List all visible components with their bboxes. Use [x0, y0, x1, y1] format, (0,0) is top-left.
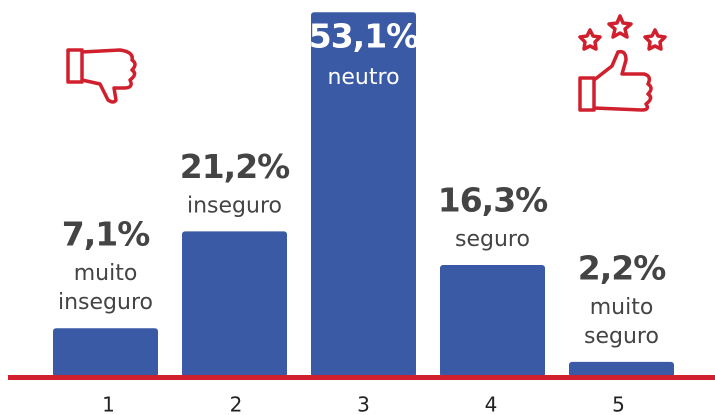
- value-label: 16,3%: [438, 181, 548, 220]
- thumbs-up-icon: [578, 14, 667, 112]
- value-label: 2,2%: [578, 248, 666, 287]
- bar: [182, 231, 287, 377]
- x-tick-label: 5: [612, 393, 625, 415]
- bar-label: seguro: [455, 227, 530, 252]
- value-label: 53,1%: [309, 17, 419, 56]
- value-label: 7,1%: [62, 215, 150, 254]
- bar-label: neutro: [327, 65, 399, 90]
- bar: [53, 328, 158, 377]
- x-tick-label: 4: [485, 393, 498, 415]
- x-tick-label: 3: [357, 393, 370, 415]
- x-tick-label: 1: [102, 393, 115, 415]
- bar-label: muito: [74, 261, 138, 286]
- bar-label: inseguro: [58, 290, 153, 315]
- bar: [440, 265, 545, 377]
- bar-label: seguro: [584, 324, 659, 349]
- thumbs-down-icon: [66, 48, 137, 104]
- value-label: 21,2%: [180, 147, 290, 186]
- bar-label: muito: [590, 295, 654, 320]
- bar: [311, 12, 416, 377]
- x-tick-label: 2: [230, 393, 243, 415]
- baseline: [8, 375, 715, 380]
- bar: [569, 361, 674, 377]
- bar-label: inseguro: [187, 193, 282, 218]
